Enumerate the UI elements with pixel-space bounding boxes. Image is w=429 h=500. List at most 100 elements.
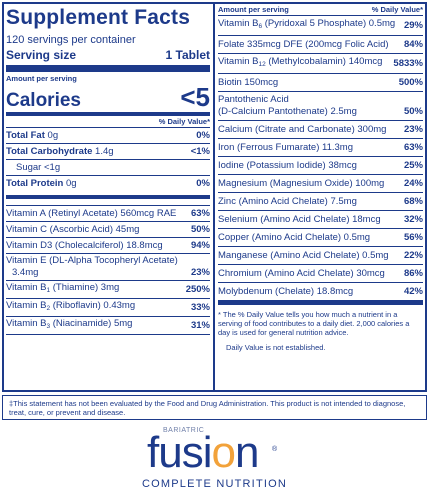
vitamin-dv: 31%	[190, 319, 210, 331]
vitamin-name: Vitamin B	[6, 318, 47, 329]
nutrient-dv: 500%	[398, 76, 423, 88]
nutrient-dv: 0%	[196, 129, 210, 141]
vitamin-name: Vitamin B	[6, 282, 47, 293]
vitamin-row: Vitamin B1 (Thiamine) 3mg 250%	[6, 280, 210, 298]
vitamin-dv: 23%	[190, 267, 210, 278]
nutrient-name: Copper (Amino Acid Chelate) 0.5mg	[218, 231, 371, 243]
nutrient-name: Magnesium (Magnesium Oxide) 100mg	[218, 177, 385, 189]
nutrient-row: Sugar <1g	[6, 159, 210, 175]
nutrient-name: Zinc (Amino Acid Chelate) 7.5mg	[218, 195, 357, 207]
nutrient-name: Total Fat	[6, 129, 45, 141]
thick-divider	[6, 65, 210, 72]
serving-size-row: Serving size 1 Tablet	[6, 47, 210, 63]
nutrient-name: Manganese (Amino Acid Chelate) 0.5mg	[218, 249, 389, 261]
nutrient-amount: 0g	[66, 177, 77, 189]
brand-name: fusion	[147, 428, 260, 478]
vitamin-dv: 250%	[185, 283, 210, 295]
nutrient-dv: 22%	[403, 249, 423, 261]
nutrient-name: Iron (Ferrous Fumarate) 11.3mg	[218, 141, 353, 153]
brand-name-post: n	[234, 428, 260, 477]
nutrient-row: Total Protein 0g 0%	[6, 175, 210, 191]
nutrient-name: Iodine (Potassium Iodide) 38mcg	[218, 159, 357, 171]
nutrient-dv: <1%	[190, 145, 210, 157]
amount-per-serving: Amount per serving	[6, 74, 77, 83]
nutrient-row: Selenium (Amino Acid Chelate) 18mcg 32%	[218, 210, 423, 228]
calories-label: Calories	[6, 90, 81, 111]
nutrient-dv: 24%	[403, 177, 423, 189]
vitamin-name: Vitamin D3 (Cholecalciferol) 18.8mcg	[6, 239, 163, 251]
medium-divider	[6, 195, 210, 199]
vitamin-subscript: 1	[46, 287, 51, 294]
calories-value: <5	[180, 82, 210, 112]
nutrient-row: Copper (Amino Acid Chelate) 0.5mg 56%	[218, 228, 423, 246]
nutrient-dv: 32%	[403, 213, 423, 225]
nutrient-dv: 56%	[403, 231, 423, 243]
right-column-header: Amount per serving % Daily Value*	[218, 4, 423, 15]
nutrient-name: Sugar	[16, 161, 42, 173]
nutrient-dv: 68%	[403, 195, 423, 207]
nutrient-detail: (Methylcobalamin) 140mcg	[265, 56, 383, 67]
nutrient-dv: 50%	[403, 106, 423, 117]
vitamin-row: Vitamin A (Retinyl Acetate) 560mcg RAE 6…	[6, 205, 210, 221]
registered-mark: ®	[272, 446, 278, 453]
nutrient-row: Zinc (Amino Acid Chelate) 7.5mg 68%	[218, 192, 423, 210]
vitamin-detail: (Thiamine) 3mg	[50, 282, 120, 293]
daily-value-footnote: * The % Daily Value tells you how much a…	[218, 310, 410, 337]
vitamin-dv: 33%	[190, 301, 210, 313]
nutrient-row: Total Carbohydrate 1.4g <1%	[6, 143, 210, 159]
nutrient-subscript: 6	[258, 23, 263, 30]
vitamin-dv: 94%	[190, 239, 210, 251]
vitamin-name: Vitamin B	[6, 300, 47, 311]
nutrient-row: Magnesium (Magnesium Oxide) 100mg 24%	[218, 174, 423, 192]
nutrient-name: Total Protein	[6, 177, 64, 189]
nutrient-dv: 23%	[403, 123, 423, 135]
vitamin-subscript: 3	[46, 323, 51, 330]
supplement-facts-panel: Supplement Facts 120 servings per contai…	[0, 0, 429, 394]
nutrient-row: Folate 335mcg DFE (200mcg Folic Acid) 84…	[218, 35, 423, 53]
nutrient-name-line1: Pantothenic Acid	[218, 94, 289, 105]
nutrient-row: Iron (Ferrous Fumarate) 11.3mg 63%	[218, 138, 423, 156]
daily-value-header: % Daily Value*	[158, 117, 210, 126]
left-column: Supplement Facts 120 servings per contai…	[6, 4, 210, 335]
nutrient-row: Chromium (Amino Acid Chelate) 30mcg 86%	[218, 264, 423, 282]
nutrient-row: Molybdenum (Chelate) 18.8mcg 42%	[218, 282, 423, 300]
nutrient-row: Vitamin B6 (Pyridoxal 5 Phosphate) 0.5mg…	[218, 15, 423, 35]
nutrient-name: Vitamin B	[218, 18, 259, 29]
vitamin-row: Vitamin B2 (Riboflavin) 0.43mg 33%	[6, 298, 210, 316]
nutrient-dv: 5833%	[393, 57, 423, 69]
nutrient-amount: 1.4g	[95, 145, 114, 157]
fda-disclaimer: ‡This statement has not been evaluated b…	[2, 395, 427, 420]
nutrient-subscript: 12	[258, 61, 266, 68]
nutrient-row: Manganese (Amino Acid Chelate) 0.5mg 22%	[218, 246, 423, 264]
vitamin-name: Vitamin C (Ascorbic Acid) 45mg	[6, 223, 140, 235]
nutrient-name: Calcium (Citrate and Carbonate) 300mg	[218, 123, 387, 135]
vitamin-row: Vitamin C (Ascorbic Acid) 45mg 50%	[6, 221, 210, 237]
panel-title: Supplement Facts	[6, 6, 191, 29]
vitamin-subscript: 2	[46, 305, 51, 312]
amount-per-serving-header: Amount per serving	[218, 5, 289, 14]
nutrient-name-line2: (D-Calcium Pantothenate) 2.5mg	[218, 106, 357, 117]
vitamin-name-line1: Vitamin E (DL-Alpha Tocopheryl Acetate)	[6, 255, 178, 266]
nutrient-dv: 86%	[403, 267, 423, 279]
vitamin-row: Vitamin E (DL-Alpha Tocopheryl Acetate) 3…	[6, 253, 210, 280]
vitamin-name-line2: 3.4mg	[12, 267, 39, 278]
vitamin-dv: 63%	[190, 207, 210, 219]
nutrient-row: Iodine (Potassium Iodide) 38mcg 25%	[218, 156, 423, 174]
nutrient-row: Calcium (Citrate and Carbonate) 300mg 23…	[218, 120, 423, 138]
daily-value-footnote-2: Daily Value is not established.	[226, 343, 326, 352]
serving-size-label: Serving size	[6, 48, 77, 62]
vitamin-name: Vitamin A (Retinyl Acetate) 560mcg RAE	[6, 207, 177, 219]
calories-row: Calories <5	[6, 84, 210, 112]
nutrient-amount: 0g	[47, 129, 59, 141]
medium-divider	[6, 112, 210, 116]
brand-name-o: o	[211, 428, 236, 477]
nutrient-name: Chromium (Amino Acid Chelate) 30mcg	[218, 267, 385, 279]
brand-bariatric: BARIATRIC	[163, 427, 205, 434]
nutrient-name: Molybdenum (Chelate) 18.8mcg	[218, 285, 354, 297]
nutrient-name: Folate 335mcg DFE (200mcg Folic Acid)	[218, 38, 389, 50]
column-divider	[213, 2, 215, 392]
nutrient-dv: 0%	[196, 177, 210, 189]
nutrient-dv: 84%	[403, 38, 423, 50]
brand-logo: BARIATRIC fusion ® COMPLETE NUTRITION	[0, 422, 429, 500]
brand-tagline: COMPLETE NUTRITION	[141, 478, 288, 490]
